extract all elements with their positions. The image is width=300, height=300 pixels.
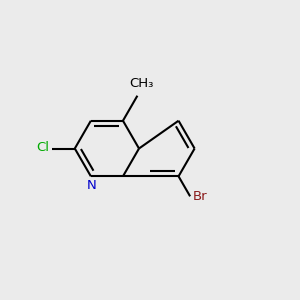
Text: CH₃: CH₃ (129, 77, 153, 90)
Text: Cl: Cl (36, 141, 49, 154)
Text: N: N (87, 179, 96, 192)
Text: Br: Br (193, 190, 207, 203)
